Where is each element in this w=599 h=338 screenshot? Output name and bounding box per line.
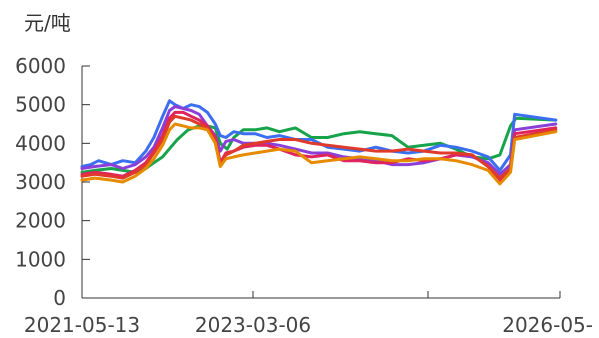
x-tick-label: 2021-05-13: [24, 313, 140, 337]
x-tick-label: 2023-03-06: [195, 313, 311, 337]
y-tick-label: 0: [53, 286, 66, 310]
y-tick-label: 3000: [15, 170, 66, 194]
y-tick-label: 4000: [15, 131, 66, 155]
x-tick-label: 2026-05-: [502, 313, 593, 337]
y-axis: 0 1000 2000 3000 4000 5000 6000: [15, 54, 90, 310]
plot-area: [80, 99, 558, 186]
series-line-5: [80, 114, 558, 180]
series-line-2: [80, 99, 558, 172]
y-tick-label: 6000: [15, 54, 66, 78]
y-axis-unit-label: 元/吨: [24, 11, 71, 35]
y-tick-label: 2000: [15, 209, 66, 233]
y-tick-label: 1000: [15, 247, 66, 271]
y-tick-label: 5000: [15, 93, 66, 117]
series-line-6: [80, 122, 558, 186]
x-axis: 2021-05-13 2023-03-06 2026-05-: [24, 291, 593, 337]
